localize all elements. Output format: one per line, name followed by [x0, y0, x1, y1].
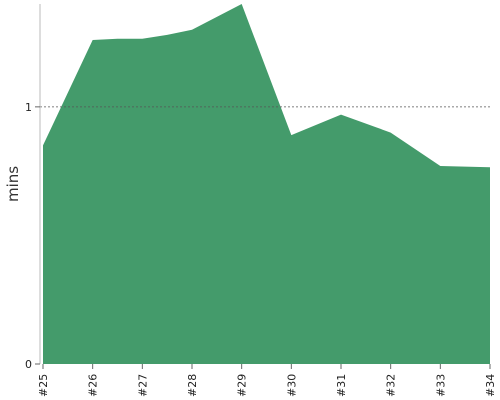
- x-tick-label: #27: [136, 374, 149, 397]
- y-tick-label: 0: [25, 358, 32, 371]
- area-series: [43, 4, 490, 364]
- x-tick-label: #32: [385, 374, 398, 397]
- y-axis-label: mins: [4, 166, 22, 202]
- x-tick-label: #28: [186, 374, 199, 397]
- x-tick-label: #25: [37, 374, 50, 397]
- x-tick-label: #34: [484, 374, 497, 397]
- x-tick-label: #31: [335, 374, 348, 397]
- x-tick-label: #26: [87, 374, 100, 397]
- y-tick-label: 1: [25, 101, 32, 114]
- tick-layer: 0 1 #25 #26 #27 #28 #29 #30 #31 #32 #33 #34: [25, 101, 497, 397]
- area-layer: [43, 4, 490, 364]
- x-tick-label: #29: [236, 374, 249, 397]
- x-tick-label: #33: [434, 374, 447, 397]
- x-tick-label: #30: [285, 374, 298, 397]
